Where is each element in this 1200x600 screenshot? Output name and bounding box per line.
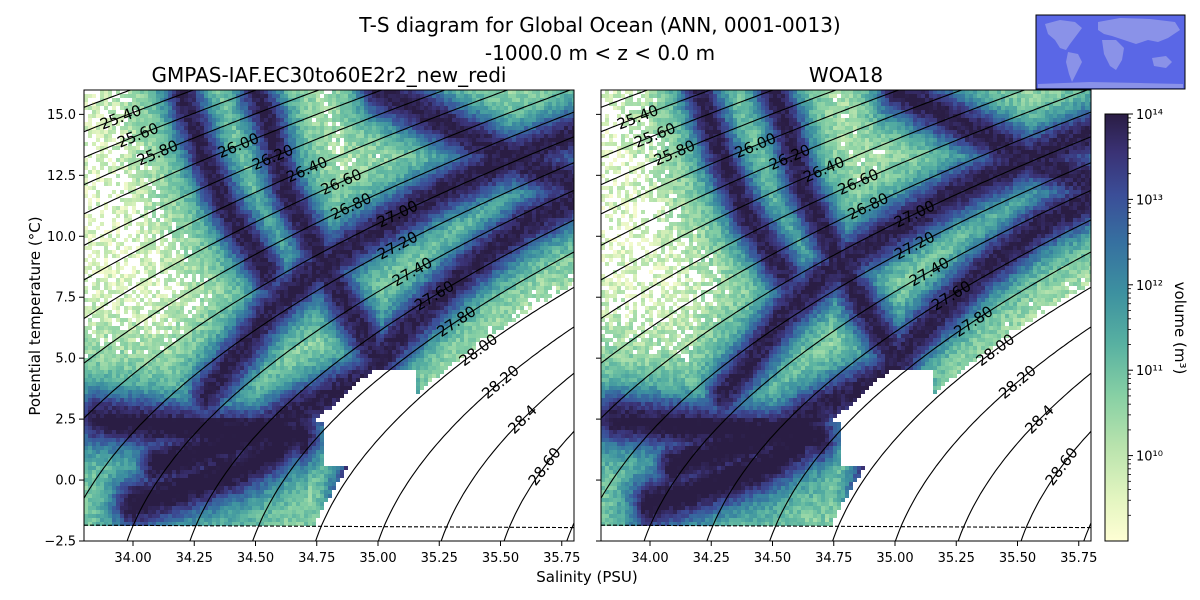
- density-contour-line: [84, 90, 572, 319]
- axes-frame-obs: [600, 89, 1092, 542]
- freezing-line: [84, 524, 574, 529]
- figure-title-line2: -1000.0 m < z < 0.0 m: [485, 41, 715, 65]
- density-contour-line: [252, 251, 574, 541]
- x-tick-label: 35.25: [421, 551, 458, 566]
- colorbar-tick-label: 10¹²: [1136, 279, 1163, 294]
- density-contour-line: [84, 136, 574, 419]
- volume-density-model: [84, 90, 574, 526]
- density-contour-line: [189, 219, 574, 541]
- density-contour-line: [601, 90, 838, 186]
- colorbar-tick-label: 10¹⁰: [1136, 450, 1163, 465]
- density-contours-model: [84, 0, 574, 541]
- density-contour-line: [84, 90, 447, 246]
- axis-ticks-model: 34.00 34.25 34.50 34.75 35.00 35.25 35.50 35.75…: [44, 108, 580, 566]
- antarctica-landmass: [1038, 82, 1183, 88]
- density-contour-line: [601, 90, 1089, 319]
- x-tick-label: 35.00: [876, 551, 913, 566]
- density-contour-line: [601, 90, 901, 215]
- freezing-line: [601, 524, 1091, 529]
- x-tick-label: 34.25: [176, 551, 213, 566]
- x-tick-label: 34.25: [693, 551, 730, 566]
- axis-ticks-obs: 34.00 34.25 34.50 34.75 35.00 35.25 35.50 35.75: [596, 113, 1097, 566]
- y-tick-label: 7.5: [55, 291, 76, 306]
- density-contour-line: [84, 90, 258, 158]
- x-tick-label: 34.00: [631, 551, 668, 566]
- eurasia-landmass: [1098, 18, 1180, 44]
- density-contour-line: [440, 372, 574, 541]
- colorbar-tick-label: 10¹⁴: [1136, 108, 1163, 123]
- density-contour-label: 28.60: [1041, 444, 1081, 489]
- region-inset-map: [1035, 14, 1186, 90]
- panel-title-model: GMPAS-IAF.EC30to60E2r2_new_redi: [152, 63, 507, 87]
- colorbar-gradient: [1104, 113, 1129, 542]
- density-contour-line: [957, 372, 1091, 541]
- density-contour-label: 28.20: [478, 361, 523, 402]
- north-america-landmass: [1045, 20, 1082, 50]
- density-contour-line: [894, 326, 1091, 541]
- density-contour-line: [601, 111, 1091, 364]
- density-contour-line: [84, 90, 509, 281]
- density-contour-line: [1083, 522, 1091, 541]
- y-axis-label: Potential temperature (°C): [26, 216, 44, 415]
- density-contour-line: [84, 111, 574, 364]
- density-contour-line: [503, 430, 574, 541]
- density-contour-line: [84, 162, 574, 499]
- figure-title-line1: T-S diagram for Global Ocean (ANN, 0001-…: [358, 13, 840, 37]
- x-tick-label: 35.50: [482, 551, 519, 566]
- density-contour-line: [601, 90, 713, 133]
- x-tick-label: 34.50: [237, 551, 274, 566]
- x-tick-label: 34.50: [754, 551, 791, 566]
- south-america-landmass: [1066, 52, 1082, 82]
- x-tick-label: 35.00: [359, 551, 396, 566]
- y-tick-label: 12.5: [47, 169, 76, 184]
- y-tick-label: −2.5: [44, 535, 76, 550]
- x-tick-label: 34.75: [298, 551, 335, 566]
- density-contour-line: [84, 90, 321, 186]
- x-tick-label: 35.50: [999, 551, 1036, 566]
- density-contour-line: [706, 219, 1091, 541]
- y-tick-label: 5.0: [55, 352, 76, 367]
- density-contour-line: [643, 189, 1091, 541]
- density-contour-line: [769, 251, 1091, 541]
- density-contour-line: [601, 136, 1091, 419]
- density-contour-line: [1020, 430, 1091, 541]
- density-contour-line: [126, 189, 574, 541]
- density-contours-obs: [601, 90, 1091, 541]
- x-axis-label: Salinity (PSU): [536, 568, 638, 586]
- x-tick-label: 34.00: [114, 551, 151, 566]
- density-contour-line: [566, 522, 574, 541]
- y-tick-label: 10.0: [47, 230, 76, 245]
- africa-landmass: [1102, 40, 1124, 70]
- x-tick-label: 35.75: [543, 551, 580, 566]
- y-tick-label: 0.0: [55, 474, 76, 489]
- density-contour-label: 28.20: [995, 361, 1040, 402]
- density-contour-line: [315, 286, 574, 541]
- density-contour-line: [832, 286, 1091, 541]
- x-tick-label: 35.25: [938, 551, 975, 566]
- colorbar-ticks: 10¹⁰ 10¹¹ 10¹² 10¹³ 10¹⁴: [1128, 108, 1163, 516]
- axes-frame-model: [83, 89, 575, 542]
- density-contour-line: [84, 90, 196, 133]
- density-contour-line: [601, 90, 1026, 281]
- australia-landmass: [1152, 56, 1172, 68]
- x-tick-label: 34.75: [815, 551, 852, 566]
- y-tick-label: 2.5: [55, 413, 76, 428]
- x-tick-label: 35.75: [1060, 551, 1097, 566]
- y-tick-label: 15.0: [47, 108, 76, 123]
- density-contour-line: [601, 90, 964, 246]
- density-contour-line: [84, 0, 295, 62]
- colorbar-tick-label: 10¹¹: [1136, 364, 1163, 379]
- density-contour-label: 28.60: [524, 444, 564, 489]
- colorbar-tick-label: 10¹³: [1136, 193, 1163, 208]
- colorbar: 10¹⁰ 10¹¹ 10¹² 10¹³ 10¹⁴ volume (m³): [1104, 108, 1189, 542]
- panel-title-obs: WOA18: [809, 63, 883, 87]
- density-contour-line: [601, 90, 775, 158]
- density-contour-line: [601, 162, 1091, 499]
- colorbar-label: volume (m³): [1171, 282, 1189, 375]
- density-contour-line: [377, 326, 574, 541]
- density-contour-line: [84, 90, 384, 215]
